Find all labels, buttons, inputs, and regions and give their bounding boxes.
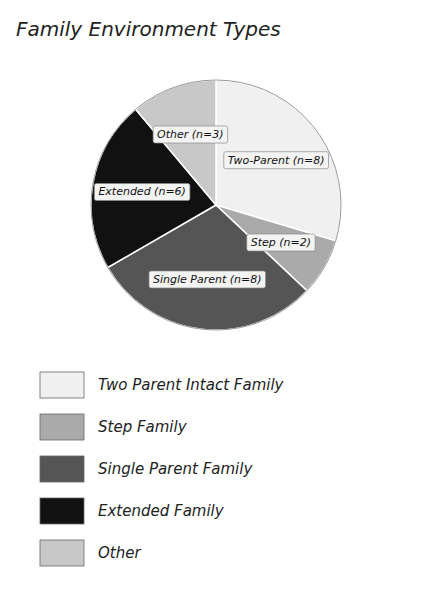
legend-swatch	[40, 372, 84, 398]
label-box	[153, 126, 228, 143]
legend-label: Step Family	[98, 418, 188, 436]
title: Family Environment Types	[16, 17, 281, 41]
data-label: Step (n=2)	[251, 236, 311, 249]
legend-label: Extended Family	[98, 502, 225, 520]
data-label: Two-Parent (n=8)	[228, 154, 325, 167]
chart: Family Environment Types Two-Parent (n=8)…	[0, 0, 432, 596]
legend-swatch	[40, 540, 84, 566]
data-label: Single Parent (n=8)	[153, 273, 262, 286]
legend: Two Parent Intact Family Step Family Singl…	[40, 372, 285, 566]
data-label: Other (n=3)	[157, 128, 224, 141]
data-labels: Two-Parent (n=8) Step (n=2) Single Parent …	[94, 126, 328, 288]
label-box	[247, 234, 315, 251]
legend-label: Two Parent Intact Family	[98, 376, 285, 394]
legend-swatch	[40, 456, 84, 482]
pie	[91, 80, 341, 330]
label-box	[94, 183, 190, 200]
pie-outline	[91, 80, 341, 330]
legend-swatch	[40, 498, 84, 524]
data-label: Extended (n=6)	[98, 185, 186, 198]
label-box	[149, 271, 266, 288]
legend-swatch	[40, 414, 84, 440]
legend-label: Other	[98, 544, 141, 562]
label-box	[224, 152, 329, 169]
legend-label: Single Parent Family	[98, 460, 253, 478]
